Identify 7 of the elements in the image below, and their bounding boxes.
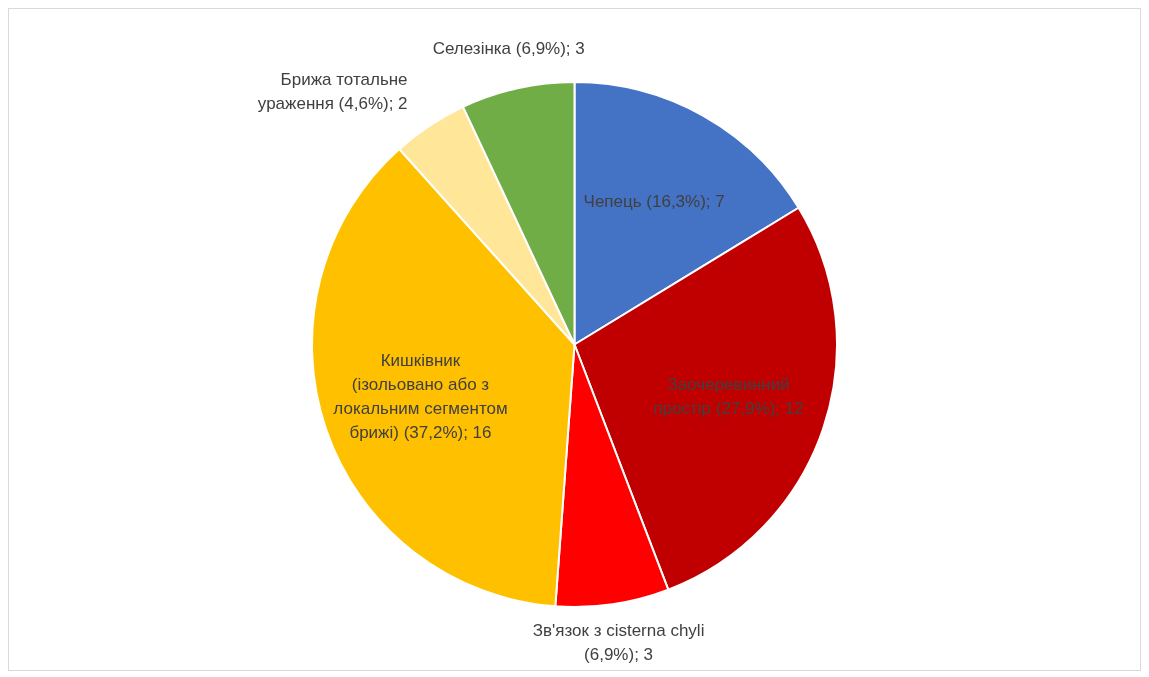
slice-label: Чепець (16,3%); 7 <box>583 192 725 212</box>
data-label: (6,9%); 3 <box>584 645 654 665</box>
slice-label: Зв'язок з cisterna chyli <box>532 621 705 641</box>
slice-label: Кишківник (ізольовано або з локальним сегментом брижі) (37,2%); 16 <box>333 350 508 442</box>
slice-label: Селезінка (6,9%); 3 <box>432 38 585 58</box>
slice-label: Брижа тотальне ураження (4,6%); 2 <box>257 69 408 113</box>
slice-label: Заочеревинний простір (27,9%); 12 <box>653 374 804 418</box>
